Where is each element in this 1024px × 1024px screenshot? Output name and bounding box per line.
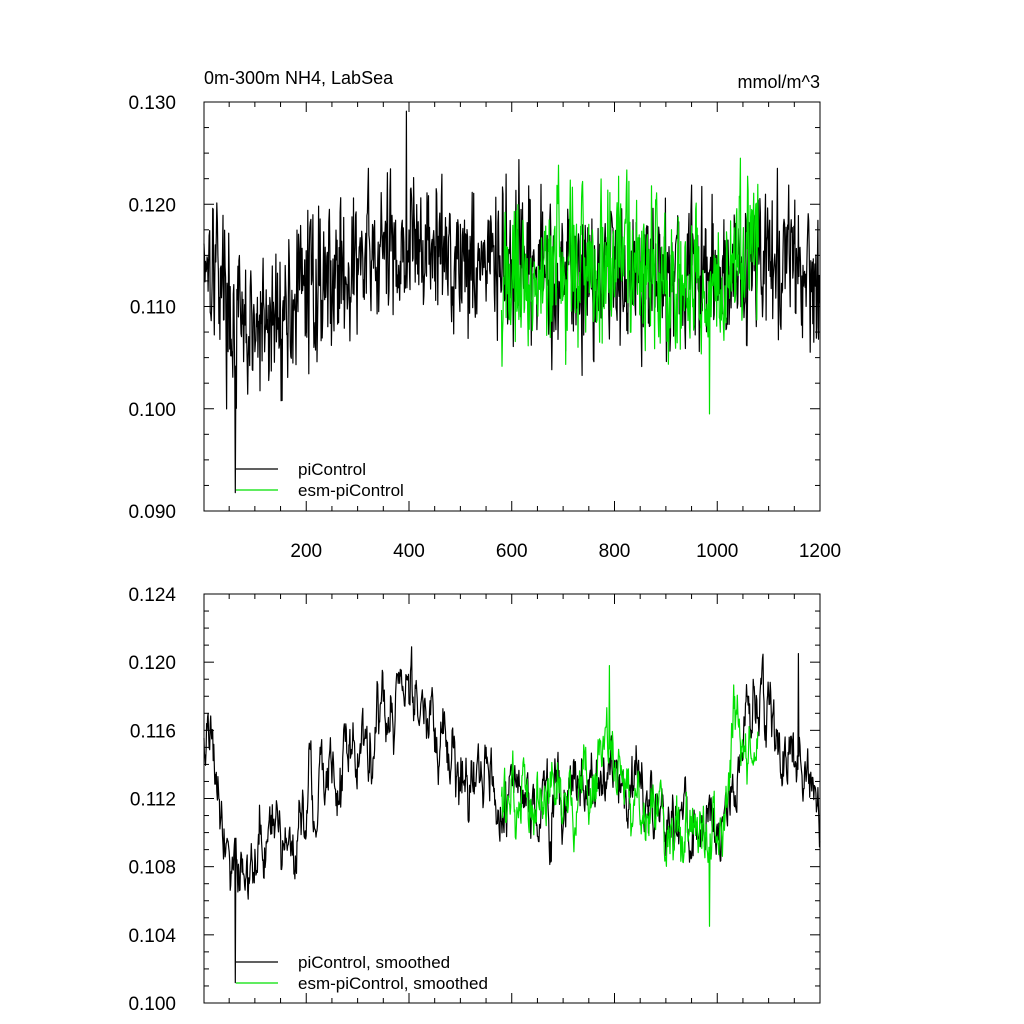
bottom-series-picontrol-line xyxy=(203,646,821,984)
bottom-legend: piControl, smoothed esm-piControl, smoot… xyxy=(236,953,488,993)
top-x-tick-label: 1000 xyxy=(696,541,738,562)
top-x-tick-label: 800 xyxy=(599,541,631,562)
top-title-right: mmol/m^3 xyxy=(738,72,820,92)
top-y-tick-label: 0.120 xyxy=(128,195,176,216)
bottom-y-tick-label: 0.124 xyxy=(128,585,176,606)
top-y-tick-label: 0.090 xyxy=(128,502,176,523)
bottom-y-tick-label: 0.100 xyxy=(128,994,176,1015)
bottom-y-tick-label: 0.120 xyxy=(128,653,176,674)
bottom-series-group xyxy=(203,646,821,984)
top-y-tick-label: 0.110 xyxy=(130,298,176,319)
top-legend-label-picontrol: piControl xyxy=(298,460,366,479)
top-x-tick-label: 400 xyxy=(393,541,425,562)
bottom-y-tick-label: 0.116 xyxy=(130,721,176,742)
top-x-tick-label: 200 xyxy=(290,541,322,562)
bottom-panel: 0.100 0.104 0.108 0.112 0.116 0.120 0.124 piCo… xyxy=(128,585,821,1015)
top-legend: piControl esm-piControl xyxy=(236,460,404,500)
bottom-series-esm-picontrol-line xyxy=(500,664,759,927)
top-plot-frame xyxy=(203,101,821,512)
bottom-legend-label-esm: esm-piControl, smoothed xyxy=(298,974,488,993)
top-title-left: 0m-300m NH4, LabSea xyxy=(204,68,394,88)
top-x-tick-label: 1200 xyxy=(799,541,841,562)
top-legend-label-esm: esm-piControl xyxy=(298,481,404,500)
top-series-esm-picontrol-line xyxy=(500,157,759,415)
top-y-tick-label: 0.100 xyxy=(128,400,176,421)
bottom-y-tick-label: 0.108 xyxy=(128,858,176,879)
top-x-tick-label: 600 xyxy=(496,541,528,562)
bottom-plot-frame xyxy=(203,593,821,1004)
top-series-group xyxy=(203,110,821,494)
bottom-y-tick-label: 0.112 xyxy=(130,790,176,811)
top-panel: 0m-300m NH4, LabSea mmol/m^3 0.0900.1000… xyxy=(128,68,841,562)
bottom-y-tick-label: 0.104 xyxy=(128,926,176,947)
top-y-tick-label: 0.130 xyxy=(128,93,176,114)
bottom-axis-ticks: 0.100 0.104 0.108 0.112 0.116 0.120 0.124 xyxy=(128,585,821,1015)
top-series-picontrol-line xyxy=(203,110,821,494)
top-axis-ticks: 0.090 0.100 0.110 0.120 0.130 200 400 600 800 100… xyxy=(128,93,841,562)
bottom-legend-label-picontrol: piControl, smoothed xyxy=(298,953,450,972)
